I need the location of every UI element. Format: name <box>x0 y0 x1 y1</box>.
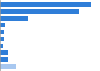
Bar <box>0 30 4 34</box>
Bar <box>0 23 4 27</box>
Bar <box>0 50 8 55</box>
Bar <box>0 16 28 21</box>
Bar <box>0 64 16 69</box>
Bar <box>0 57 8 62</box>
Bar <box>0 9 79 14</box>
Bar <box>0 2 91 7</box>
Bar <box>0 44 3 48</box>
Bar <box>0 37 4 41</box>
